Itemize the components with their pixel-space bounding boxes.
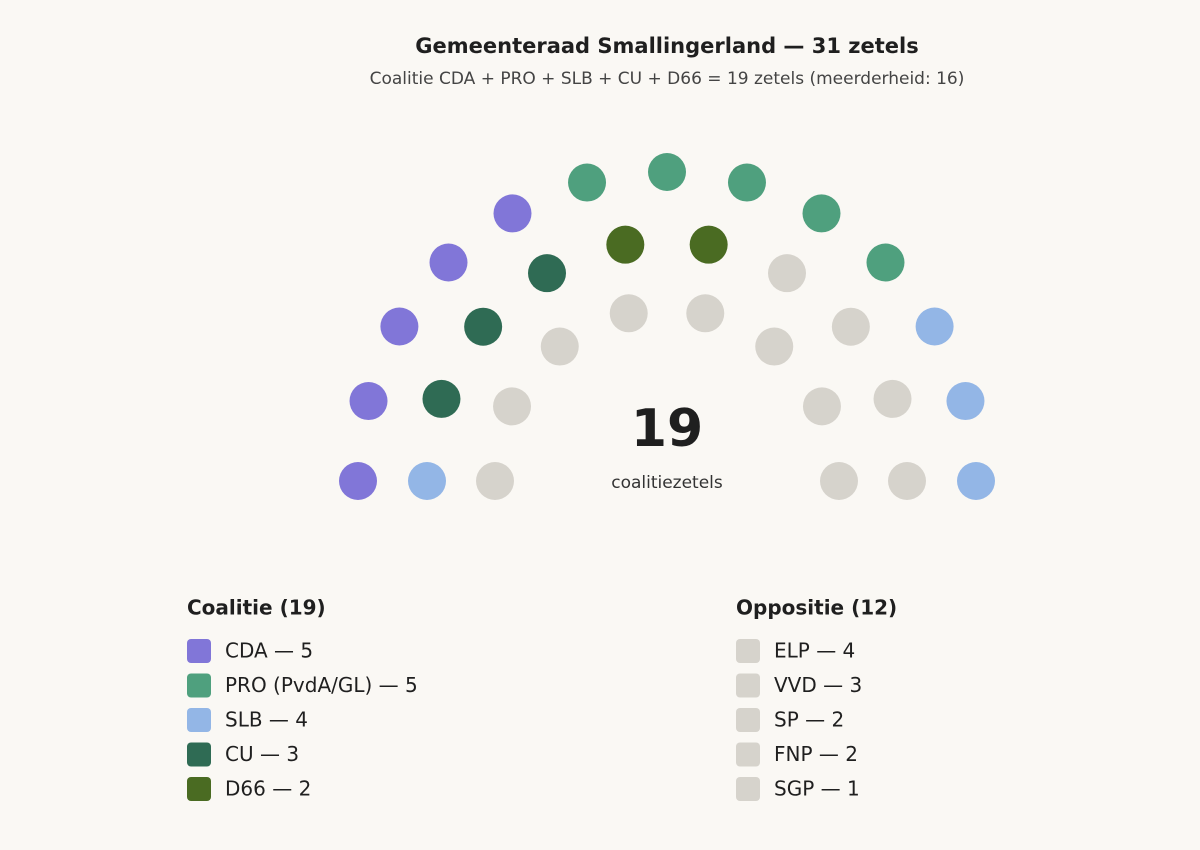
seat — [429, 243, 468, 282]
seat — [888, 462, 926, 500]
legend-swatch — [736, 742, 760, 767]
chart-title: Gemeenteraad Smallingerland — 31 zetels — [415, 34, 918, 58]
legend-swatch — [736, 639, 760, 663]
seat — [540, 327, 579, 366]
legend-label: PRO (PvdA/GL) — 5 — [225, 673, 418, 697]
seat — [422, 379, 461, 418]
seat — [915, 307, 954, 346]
legend-swatch — [187, 673, 211, 698]
legend-swatch — [736, 777, 760, 801]
legend-title: Coalitie (19) — [187, 596, 326, 620]
legend-label: D66 — 2 — [225, 777, 311, 801]
seat — [802, 387, 841, 426]
seat — [768, 254, 806, 293]
seat — [568, 163, 607, 202]
legend-label: CDA — 5 — [225, 639, 313, 663]
legend-label: ELP — 4 — [774, 639, 855, 663]
legend-label: SLB — 4 — [225, 708, 308, 732]
seat — [476, 462, 514, 500]
seat — [606, 225, 645, 264]
legend-title: Oppositie (12) — [736, 596, 897, 620]
seat — [408, 462, 446, 500]
legend-label: SGP — 1 — [774, 777, 860, 801]
legend-swatch — [187, 777, 211, 801]
legend-swatch — [736, 673, 760, 698]
legend-swatch — [187, 639, 211, 663]
seat — [349, 382, 388, 421]
seat — [957, 462, 995, 500]
seat — [802, 194, 841, 233]
seat — [648, 153, 686, 191]
seat — [464, 307, 503, 346]
seat — [380, 307, 419, 346]
legend-label: FNP — 2 — [774, 742, 858, 766]
legend-label: VVD — 3 — [774, 673, 862, 697]
seat — [689, 225, 728, 264]
center-label: coalitiezetels — [611, 473, 723, 493]
legend-swatch — [187, 708, 211, 732]
seat — [528, 254, 566, 293]
seat — [873, 379, 912, 418]
seat — [831, 307, 870, 346]
seat — [820, 462, 858, 500]
legend-swatch — [736, 708, 760, 732]
legend-label: CU — 3 — [225, 742, 299, 766]
center-value: 19 — [631, 399, 703, 459]
seat — [609, 294, 648, 333]
chart-subtitle: Coalitie CDA + PRO + SLB + CU + D66 = 19… — [370, 69, 965, 89]
seat — [493, 387, 532, 426]
seat — [727, 163, 766, 202]
legend-label: SP — 2 — [774, 708, 844, 732]
seat — [686, 294, 725, 333]
legend-swatch — [187, 742, 211, 767]
seat — [866, 243, 905, 282]
seat — [946, 382, 985, 421]
seat — [755, 327, 794, 366]
seat — [339, 462, 377, 500]
seat — [493, 194, 532, 233]
